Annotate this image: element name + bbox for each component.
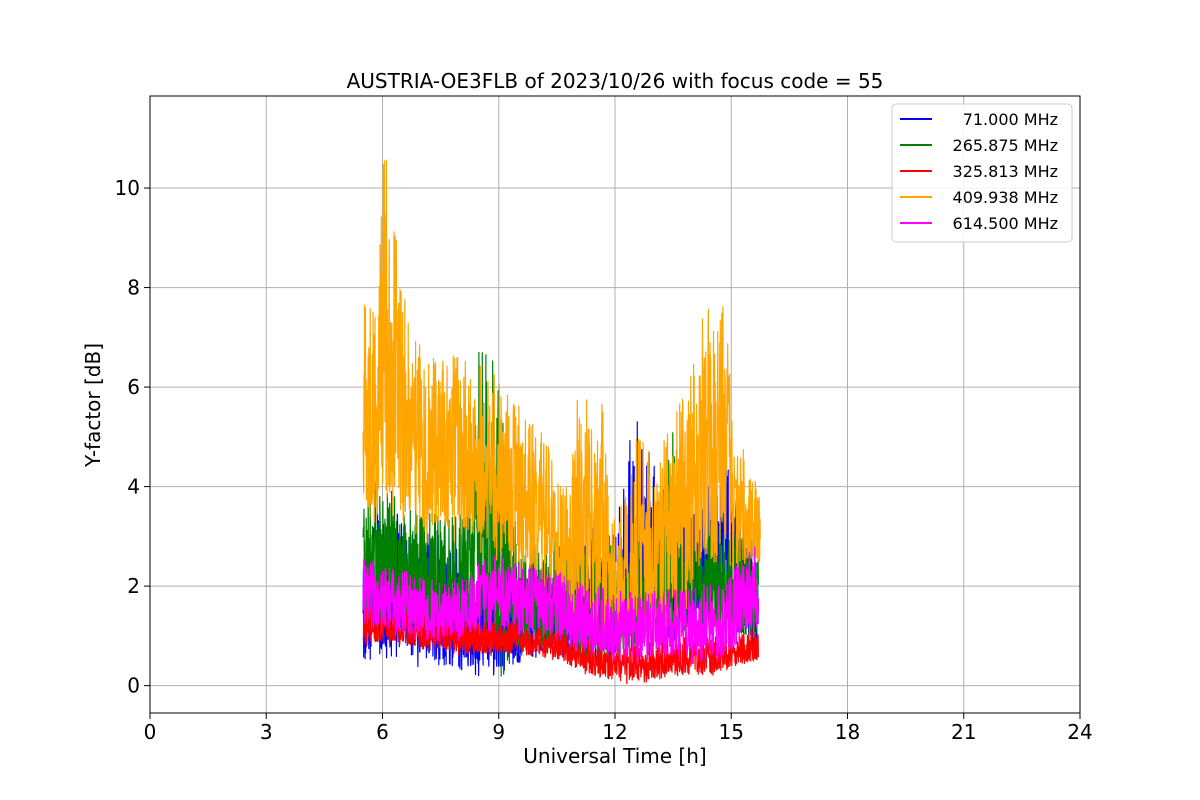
x-tick-label: 3 [260,720,273,744]
x-tick-label: 21 [951,720,976,744]
legend-label: 265.875 MHz [953,136,1058,155]
x-axis-label: Universal Time [h] [523,744,706,768]
x-axis-ticks: 0 3 6 9 12 15 18 21 24 [144,713,1093,744]
legend-box [891,103,1073,243]
y-tick-label: 2 [127,574,140,598]
y-axis-label: Y-factor [dB] [81,343,105,468]
legend-label: 614.500 MHz [953,214,1058,233]
x-tick-label: 24 [1067,720,1092,744]
series-traces [362,159,761,685]
y-axis-ticks: 0 2 4 6 8 10 [115,176,150,698]
y-tick-label: 4 [127,475,140,499]
x-tick-label: 15 [719,720,744,744]
legend: 71.000 MHz 265.875 MHz 325.813 MHz 409.938 … [891,103,1073,243]
series-line [362,159,761,660]
x-tick-label: 6 [376,720,389,744]
y-tick-label: 10 [115,176,140,200]
x-tick-label: 9 [492,720,505,744]
legend-label: 325.813 MHz [953,162,1058,181]
legend-label: 71.000 MHz [963,110,1058,129]
x-tick-label: 18 [835,720,860,744]
x-tick-label: 0 [144,720,157,744]
y-tick-label: 6 [127,375,140,399]
x-tick-label: 12 [602,720,627,744]
y-tick-label: 0 [127,674,140,698]
y-tick-label: 8 [127,276,140,300]
series-line [362,546,759,667]
chart-title: AUSTRIA-OE3FLB of 2023/10/26 with focus … [347,69,884,93]
legend-label: 409.938 MHz [953,188,1058,207]
